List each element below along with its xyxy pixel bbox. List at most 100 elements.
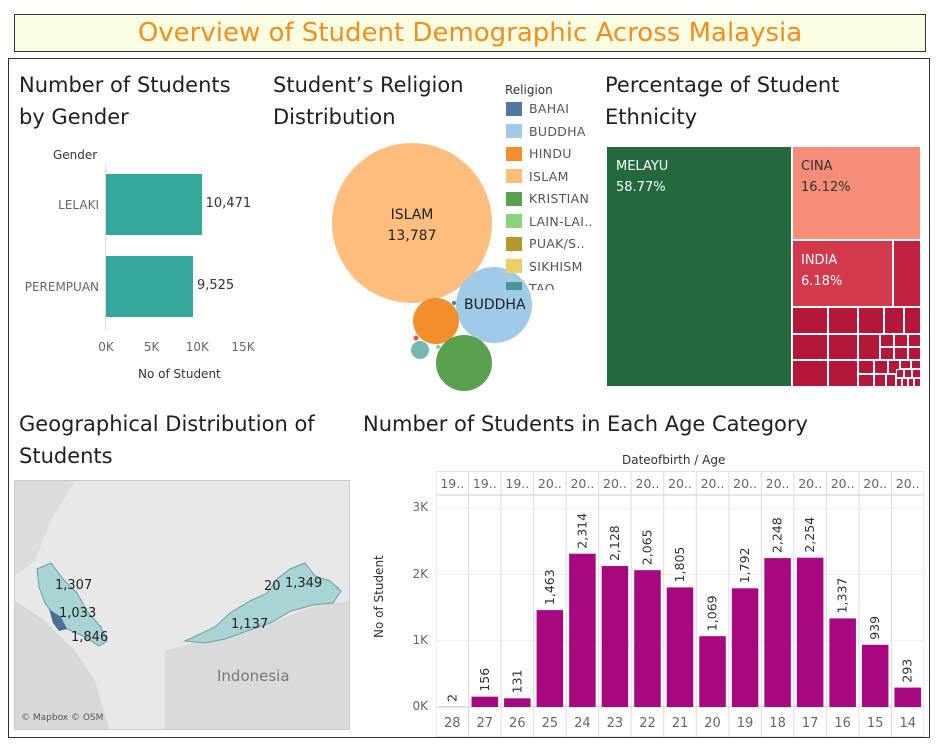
sumatra-shape: [15, 601, 110, 729]
treemap-small-cell[interactable]: [886, 374, 896, 387]
age-category-label: 27: [477, 716, 494, 731]
ethnicity-title: Percentage of Student Ethnicity: [605, 69, 839, 133]
treemap-small-cell[interactable]: [858, 307, 884, 334]
treemap-small-cell[interactable]: [828, 334, 858, 360]
treemap-small-cell[interactable]: [896, 369, 904, 378]
age-bar[interactable]: [471, 696, 499, 707]
religion-legend-item[interactable]: PUAK/S..: [506, 236, 585, 251]
age-bar[interactable]: [829, 618, 856, 707]
treemap-small-cell[interactable]: [911, 360, 921, 369]
treemap-small-cell[interactable]: [894, 334, 908, 347]
age-category-label: 19: [737, 716, 754, 731]
religion-legend-item[interactable]: HINDU: [506, 146, 572, 161]
treemap-small-cell[interactable]: [880, 347, 894, 360]
treemap-small-cell[interactable]: [858, 374, 874, 387]
treemap-other-1[interactable]: [893, 240, 921, 307]
age-bar[interactable]: [731, 588, 759, 707]
age-bar[interactable]: [601, 566, 629, 707]
religion-legend-item[interactable]: KRISTIAN: [506, 191, 589, 206]
religion-legend-item[interactable]: BAHAI: [506, 101, 569, 116]
treemap-small-cell[interactable]: [874, 374, 886, 387]
legend-swatch: [506, 236, 522, 251]
treemap-small-cell[interactable]: [792, 307, 828, 334]
treemap-small-cell[interactable]: [908, 378, 914, 387]
gender-bar[interactable]: [106, 174, 202, 235]
geo-map[interactable]: 1,307 1,033 1,846 1,137 20 1,349 Indones…: [14, 480, 350, 730]
treemap-small-cell[interactable]: [904, 369, 912, 378]
gender-tick-label: 15K: [231, 340, 255, 354]
map-label-1: 1,307: [55, 578, 93, 593]
gender-header: Gender: [53, 148, 98, 162]
age-bar[interactable]: [861, 644, 889, 707]
treemap-cina[interactable]: CINA 16.12%: [792, 146, 921, 240]
age-ytick-label: 3K: [412, 500, 428, 515]
treemap-small-cell[interactable]: [904, 307, 921, 334]
treemap-small-cell[interactable]: [792, 334, 828, 360]
bubble-small-2[interactable]: [436, 345, 440, 349]
treemap-small-cell[interactable]: [900, 360, 911, 369]
age-bar[interactable]: [699, 636, 726, 707]
treemap-small-cell[interactable]: [902, 378, 908, 387]
legend-label: ISLAM: [529, 168, 569, 184]
treemap-small-cell[interactable]: [908, 347, 921, 360]
treemap-melayu[interactable]: MELAYU 58.77%: [606, 146, 792, 387]
map-label-5: 20: [264, 579, 281, 594]
age-bar[interactable]: [536, 610, 564, 707]
gender-title-line2: by Gender: [19, 105, 129, 129]
religion-legend-item[interactable]: BUDDHA: [506, 124, 586, 139]
age-bar[interactable]: [796, 557, 824, 707]
islam-label-value: 13,787: [387, 228, 437, 244]
age-bar[interactable]: [569, 553, 596, 707]
age-bar[interactable]: [764, 558, 791, 707]
treemap-small-cell[interactable]: [894, 347, 908, 360]
treemap-india[interactable]: INDIA 6.18%: [792, 240, 893, 307]
age-category-label: 21: [672, 716, 689, 731]
age-bar[interactable]: [894, 687, 921, 707]
legend-label: KRISTIAN: [529, 191, 590, 206]
treemap-small-cell[interactable]: [884, 307, 904, 334]
age-header-label: 19..: [505, 476, 529, 491]
bubble-tao[interactable]: [411, 341, 429, 359]
age-bar[interactable]: [666, 587, 694, 707]
treemap-small-cell[interactable]: [880, 334, 894, 347]
map-attribution[interactable]: © Mapbox © OSM: [21, 713, 104, 723]
age-bar[interactable]: [634, 570, 661, 707]
age-header-label: 20..: [863, 476, 887, 491]
age-category-label: 22: [639, 716, 656, 731]
treemap-small-cell[interactable]: [912, 369, 921, 378]
legend-label: BAHAI: [529, 101, 570, 116]
age-value-label: 1,337: [835, 578, 850, 614]
selangor-highlight: [49, 609, 67, 631]
religion-legend-item[interactable]: ISLAM: [506, 169, 569, 184]
legend-swatch: [506, 169, 522, 183]
religion-legend-item[interactable]: SIKHISM: [506, 259, 583, 274]
treemap-small-cell[interactable]: [914, 378, 921, 387]
religion-legend-item[interactable]: TAO: [506, 281, 555, 290]
bubble-small-3[interactable]: [452, 301, 456, 305]
legend-swatch: [506, 259, 522, 273]
age-bar[interactable]: [504, 698, 531, 707]
age-header-label: 20..: [766, 476, 790, 491]
cina-percent: 16.12%: [801, 180, 851, 195]
borneo-south-shape: [165, 601, 349, 729]
treemap-small-cell[interactable]: [858, 334, 880, 360]
peninsular-malaysia[interactable]: [36, 562, 108, 647]
treemap-small-cell[interactable]: [874, 360, 888, 374]
treemap-small-cell[interactable]: [792, 360, 828, 387]
malaysian-borneo[interactable]: [183, 562, 342, 644]
bubble-small-1[interactable]: [413, 335, 419, 341]
age-value-label: 131: [509, 669, 524, 693]
treemap-small-cell[interactable]: [908, 334, 921, 347]
bubble-islam[interactable]: [332, 143, 492, 303]
treemap-small-cell[interactable]: [828, 360, 858, 387]
bubble-hindu[interactable]: [413, 298, 459, 344]
bubble-kristian[interactable]: [436, 335, 492, 391]
religion-legend-item[interactable]: LAIN-LAI..: [506, 214, 593, 229]
age-category-label: 28: [444, 716, 461, 731]
islam-bubble-label: ISLAM 13,787: [372, 205, 452, 247]
melayu-label: MELAYU 58.77%: [616, 156, 668, 198]
treemap-small-cell[interactable]: [858, 360, 874, 374]
treemap-small-cell[interactable]: [896, 378, 902, 387]
treemap-small-cell[interactable]: [828, 307, 858, 334]
gender-bar[interactable]: [106, 256, 193, 317]
